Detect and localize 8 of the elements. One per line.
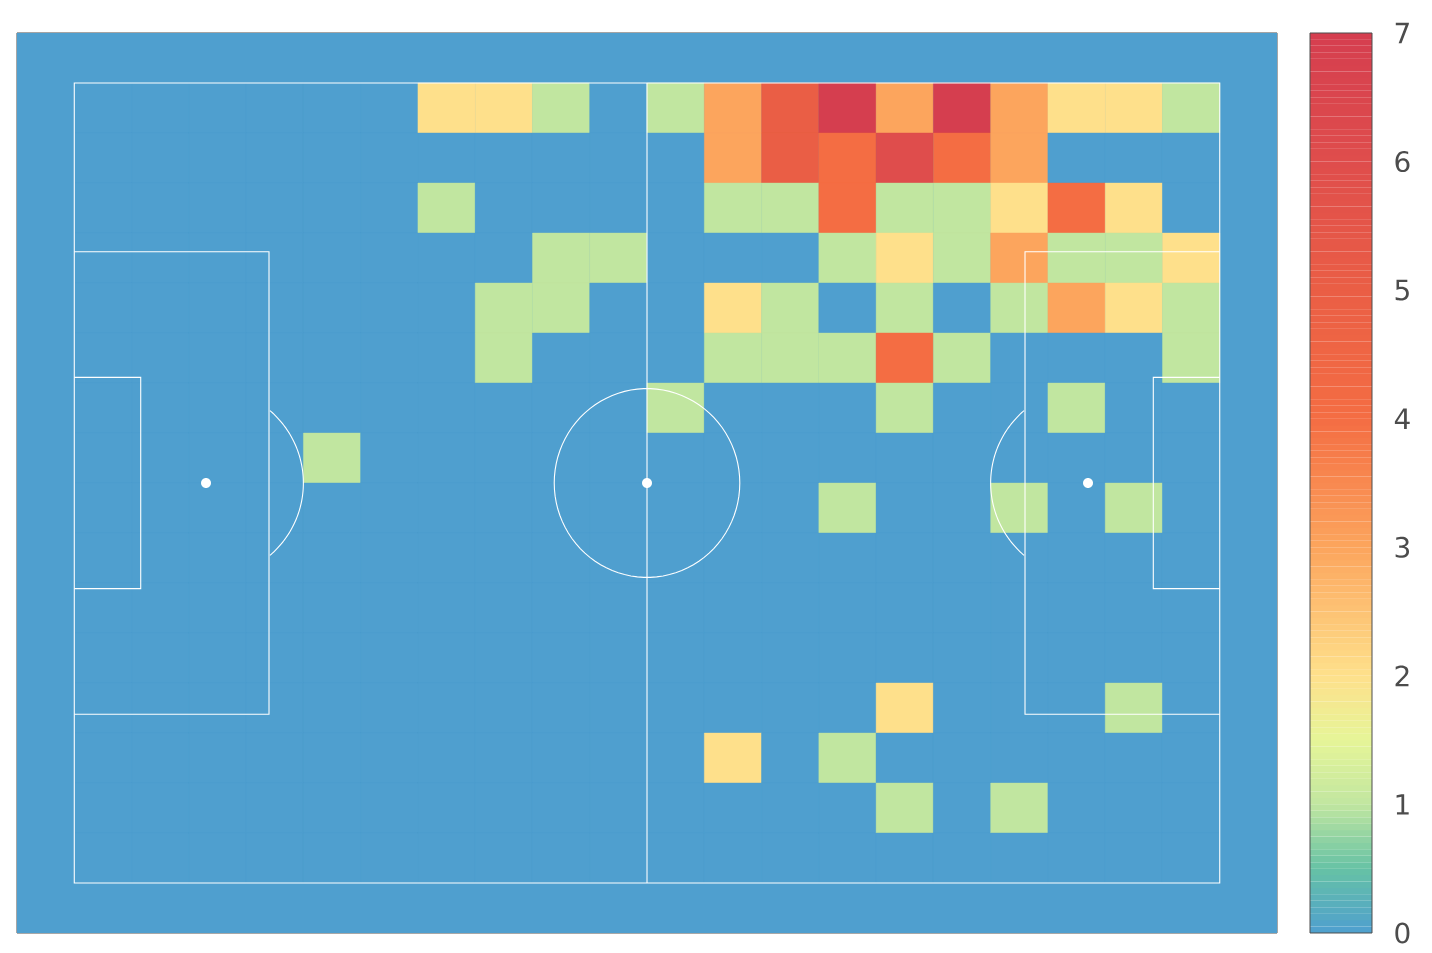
color-bar-label: 6: [1395, 151, 1410, 173]
color-bar-label: 3: [1395, 536, 1410, 558]
color-bar-label: 2: [1395, 665, 1409, 687]
color-bar-label: 5: [1395, 279, 1409, 301]
color-bar-label: 7: [1395, 22, 1409, 44]
color-bar-label: 0: [1395, 922, 1410, 944]
color-bar-label: 1: [1396, 794, 1409, 815]
color-bar-label: 4: [1394, 408, 1410, 429]
